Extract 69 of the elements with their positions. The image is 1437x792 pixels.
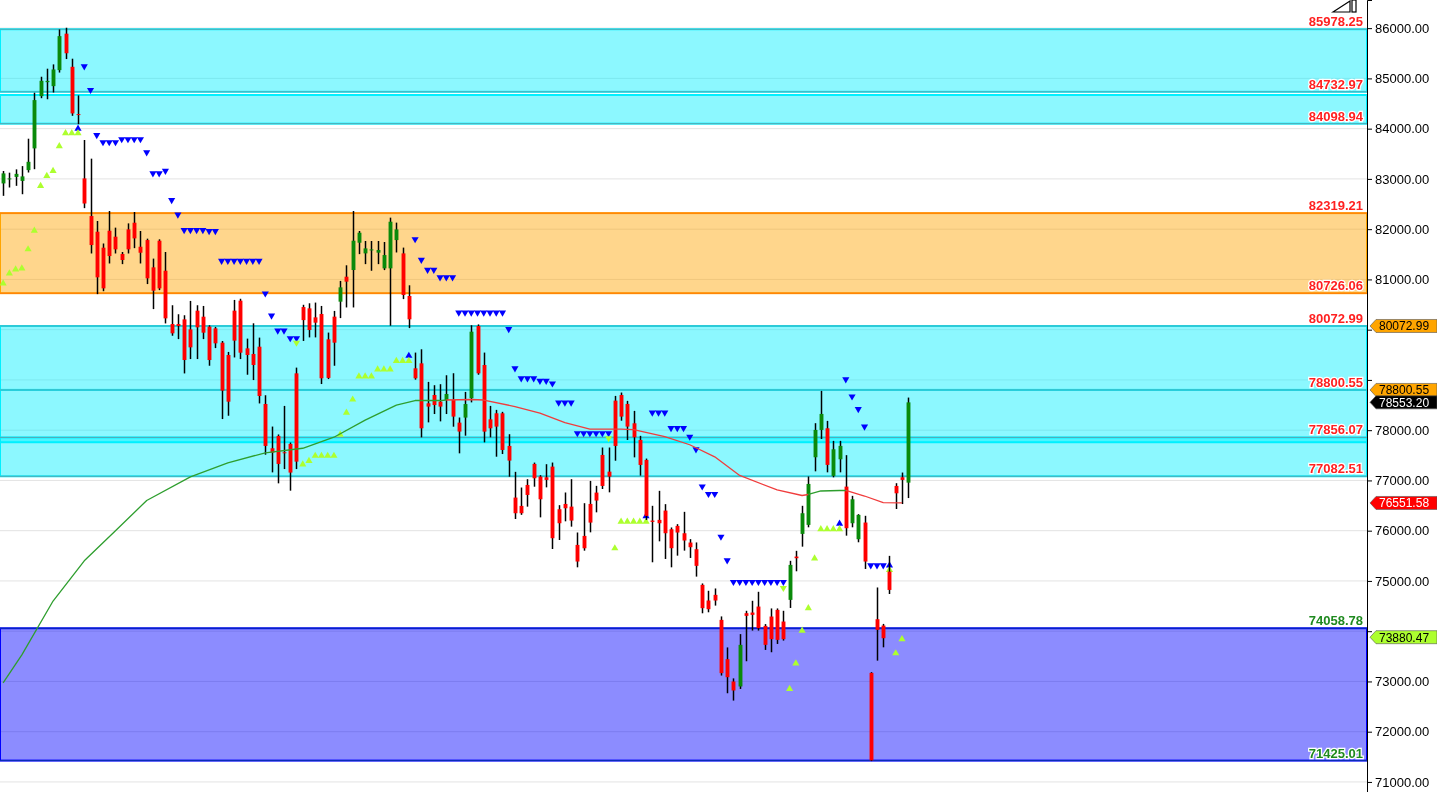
point xyxy=(292,340,301,347)
y-tick-label: 83000.00 xyxy=(1375,171,1430,187)
y-tick-label: 85000.00 xyxy=(1375,71,1430,87)
y-tick-label: 75000.00 xyxy=(1375,573,1430,589)
point xyxy=(405,356,413,363)
y-tick-label: 81000.00 xyxy=(1375,272,1430,288)
point xyxy=(399,356,407,363)
point xyxy=(642,517,650,524)
point xyxy=(30,226,38,233)
point xyxy=(798,626,806,633)
point xyxy=(636,517,644,524)
point xyxy=(330,451,338,458)
point xyxy=(49,166,57,173)
point xyxy=(305,456,313,463)
point xyxy=(324,451,332,458)
ref-line-label: 71425.01 xyxy=(1308,745,1363,761)
point xyxy=(317,451,326,458)
point xyxy=(786,684,794,692)
ref-line-label: 77082.51 xyxy=(1308,461,1363,477)
text: 80072.99 xyxy=(1379,319,1430,334)
ref-line-label: 77856.07 xyxy=(1308,422,1363,438)
text: 78553.20 xyxy=(1379,395,1430,410)
y-tick-label: 76000.00 xyxy=(1375,523,1430,539)
y-tick-label: 77000.00 xyxy=(1375,473,1430,489)
point xyxy=(829,525,837,532)
y-tick-label: 86000.00 xyxy=(1375,20,1430,36)
text: 78800.55 xyxy=(1379,383,1430,398)
point xyxy=(68,129,76,136)
point xyxy=(623,517,631,524)
point xyxy=(630,517,638,524)
candlestick xyxy=(900,472,905,505)
ref-line-label: 84732.97 xyxy=(1308,76,1363,92)
candlestick xyxy=(426,381,431,423)
point xyxy=(392,356,400,363)
y-tick-label: 78000.00 xyxy=(1375,422,1430,438)
point xyxy=(804,603,812,611)
y-tick-label: 84000.00 xyxy=(1375,121,1430,137)
point xyxy=(43,171,51,178)
ref-line-label: 80726.06 xyxy=(1308,278,1363,294)
ref-line-label: 85978.25 xyxy=(1308,14,1363,30)
point xyxy=(817,525,825,532)
point xyxy=(37,181,45,188)
candlestick xyxy=(544,464,549,488)
ref-line-label: 78800.55 xyxy=(1308,374,1363,390)
point xyxy=(823,525,831,532)
y-tick-label: 72000.00 xyxy=(1375,724,1430,740)
point xyxy=(55,142,63,149)
point xyxy=(617,517,625,524)
point xyxy=(61,129,70,136)
candlestick xyxy=(744,610,749,662)
point xyxy=(342,408,350,415)
point xyxy=(74,129,82,136)
point xyxy=(374,365,382,372)
point xyxy=(311,451,319,458)
candlestick xyxy=(376,240,381,265)
point xyxy=(835,525,844,532)
y-tick-label: 73000.00 xyxy=(1375,674,1430,690)
y-tick-label: 82000.00 xyxy=(1375,221,1430,237)
ref-line-label: 74058.78 xyxy=(1308,613,1363,629)
ref-line-label: 82319.21 xyxy=(1308,198,1363,214)
point xyxy=(0,279,7,286)
text: 73880.47 xyxy=(1379,630,1430,645)
y-tick-label: 71000.00 xyxy=(1375,774,1430,790)
ref-line-label: 84098.94 xyxy=(1308,108,1364,124)
ref-line-label: 80072.99 xyxy=(1308,311,1363,326)
point xyxy=(349,395,357,402)
point xyxy=(611,544,619,551)
line-series xyxy=(845,489,903,504)
text: 76551.58 xyxy=(1379,496,1430,511)
